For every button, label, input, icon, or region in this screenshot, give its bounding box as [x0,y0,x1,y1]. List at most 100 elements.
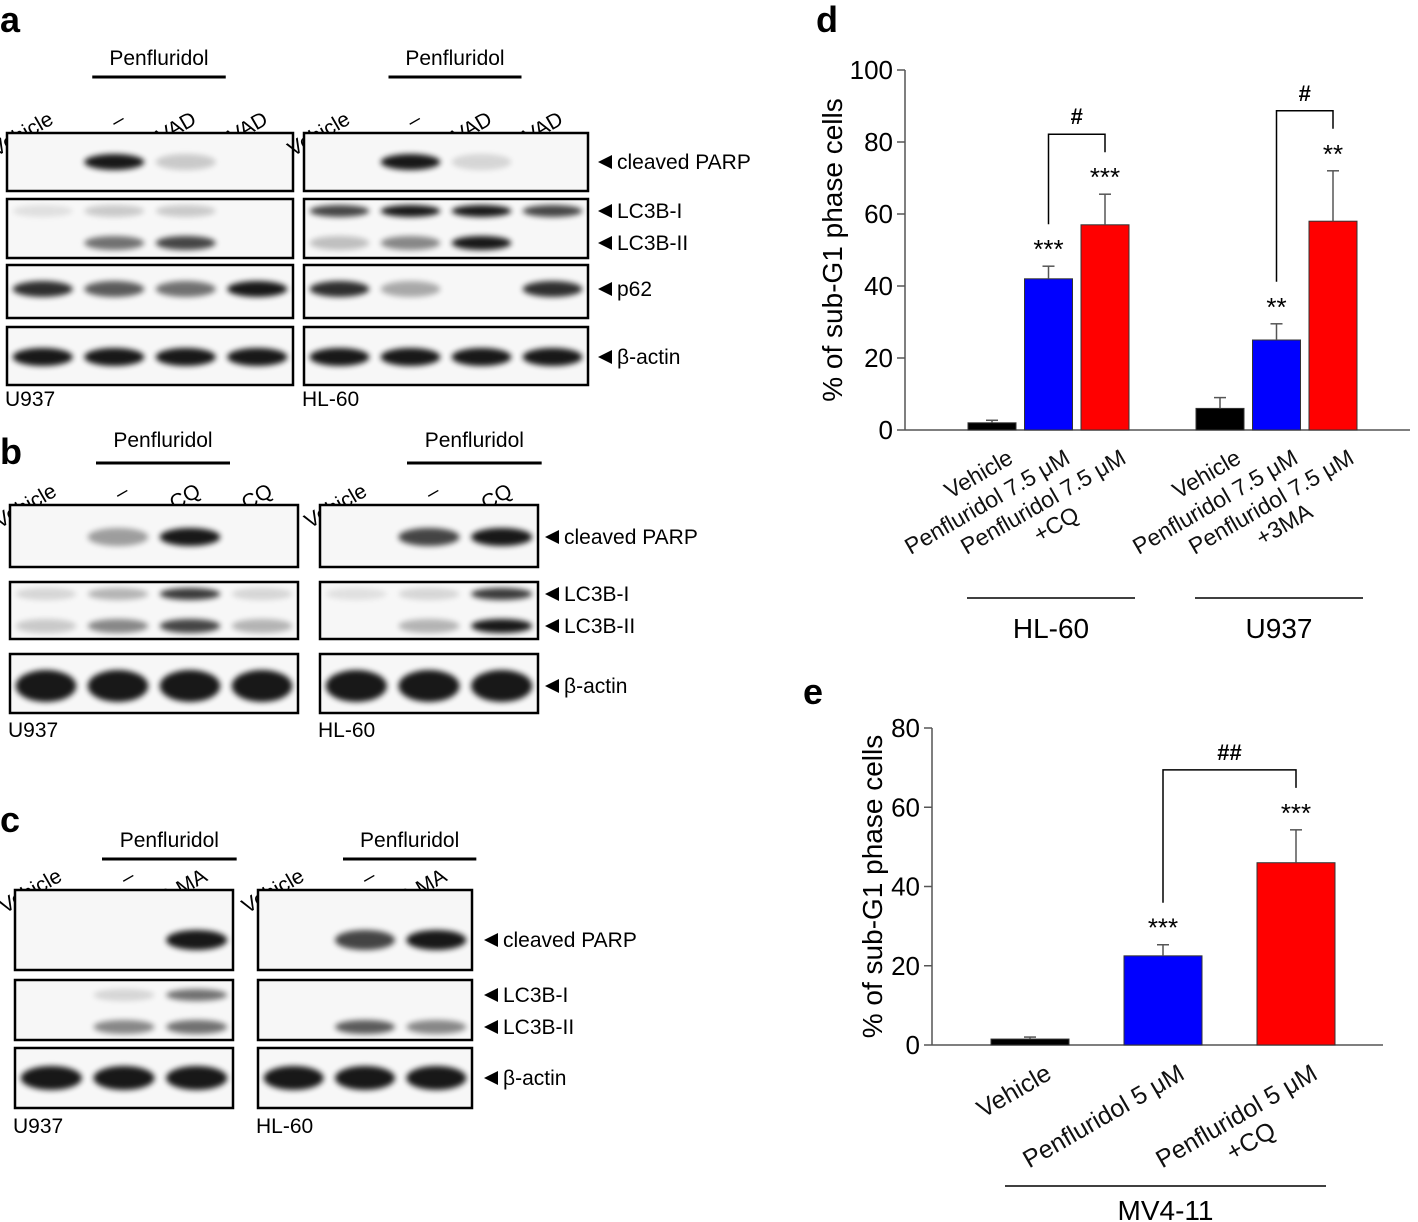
significance-label: *** [1090,162,1120,192]
lane-label: – [117,864,139,890]
band [15,619,77,633]
band [451,236,512,250]
cell-line-label: U937 [8,719,58,742]
cell-line-label: HL-60 [302,388,359,411]
protein-label: β-actin [503,1067,566,1090]
y-tick-label: 60 [864,199,893,229]
marker-arrow [484,1071,498,1085]
marker-arrow [598,204,612,218]
band [522,281,583,297]
cell-line-label: U937 [5,388,55,411]
band [87,588,149,600]
band [166,989,228,1001]
protein-label: LC3B-I [617,200,682,223]
band [12,348,73,366]
treatment-header: Penfluridol [360,829,459,852]
lane-label: – [403,107,425,133]
band [522,348,583,366]
band [15,670,77,702]
treatment-header: Penfluridol [109,47,208,70]
band [87,619,149,633]
band [84,205,145,217]
band [12,205,73,217]
treatment-header: Penfluridol [425,429,524,452]
band [380,154,441,170]
bar [1195,407,1245,431]
marker-arrow [484,1020,498,1034]
band [335,1020,395,1034]
protein-label: β-actin [617,346,680,369]
band [87,528,149,546]
band [406,930,467,950]
band [406,1020,467,1034]
band [471,528,533,546]
band [380,348,441,366]
band [155,236,216,250]
group-label: HL-60 [1013,613,1089,644]
y-tick-label: 80 [891,713,920,743]
marker-arrow [545,679,559,693]
band [471,588,533,600]
band [398,588,460,600]
band [231,670,293,702]
y-tick-label: 0 [906,1030,920,1060]
y-tick-label: 40 [891,872,920,902]
panel-letter: d [816,0,838,40]
marker-arrow [598,236,612,250]
treatment-header: Penfluridol [113,429,212,452]
band [227,348,288,366]
band [398,528,460,546]
marker-arrow [484,933,498,947]
significance-label: ** [1323,139,1343,169]
band [451,205,512,217]
band [159,670,221,702]
bar [1252,339,1301,431]
comparison-label: # [1299,81,1311,106]
band [84,348,145,366]
band [380,281,441,297]
marker-arrow [598,155,612,169]
lane-label: – [107,107,129,133]
band [20,1066,82,1090]
bar [1080,224,1130,431]
band [471,670,533,702]
group-label: MV4-11 [1118,1195,1214,1222]
bar [990,1038,1070,1046]
comparison-label: ## [1217,740,1241,765]
band [84,154,145,170]
treatment-header: Penfluridol [405,47,504,70]
treatment-header: Penfluridol [120,829,219,852]
band [309,205,370,217]
comparison-bracket [1047,133,1106,225]
band [263,1066,324,1090]
cell-line-label: U937 [13,1115,63,1138]
y-tick-label: 20 [891,951,920,981]
blot-box [8,503,300,569]
protein-label: cleaved PARP [503,929,637,952]
protein-label: LC3B-I [503,984,568,1007]
y-axis-title: % of sub-G1 phase cells [817,98,848,402]
panel-letter: b [0,431,22,472]
band [155,205,216,217]
lane-label: – [111,479,133,505]
bar [967,422,1017,431]
band [231,588,293,600]
blot-box [302,131,590,193]
band [398,619,460,633]
protein-label: LC3B-II [564,615,635,638]
significance-label: ** [1266,292,1286,322]
significance-label: *** [1033,234,1063,264]
protein-label: cleaved PARP [564,526,698,549]
band [159,528,221,546]
band [227,281,288,297]
blot-box [13,888,235,972]
significance-label: *** [1281,798,1311,828]
band [451,348,512,366]
band [84,281,145,297]
bar [1024,278,1073,431]
comparison-bracket [1275,110,1334,282]
y-tick-label: 40 [864,271,893,301]
band [159,619,221,633]
